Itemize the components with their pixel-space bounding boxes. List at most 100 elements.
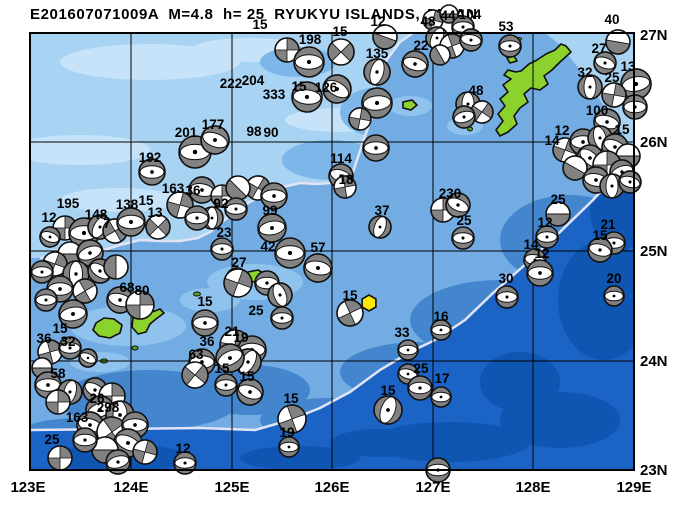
focal-mechanism-beachball bbox=[445, 192, 471, 218]
depth-label: 7 bbox=[103, 216, 111, 231]
shallow-streak bbox=[30, 135, 150, 165]
focal-mechanism-beachball bbox=[603, 285, 625, 307]
depth-label: 42 bbox=[260, 239, 275, 254]
focal-mechanism-beachball bbox=[293, 46, 325, 78]
focal-mechanism-beachball bbox=[452, 105, 476, 129]
depth-label: 48 bbox=[468, 83, 484, 98]
depth-label: 25 bbox=[456, 213, 472, 228]
depth-label: 22 bbox=[413, 38, 428, 53]
focal-mechanism-beachball bbox=[599, 173, 625, 199]
focal-mechanism-beachball bbox=[545, 201, 571, 227]
focal-mechanism-beachball bbox=[34, 288, 58, 312]
depth-label: 99 bbox=[262, 203, 277, 218]
lon-label: 125E bbox=[214, 479, 249, 496]
focal-mechanism-beachball bbox=[145, 214, 171, 240]
focal-mechanism-beachball bbox=[429, 44, 451, 66]
focal-mechanism-beachball bbox=[274, 37, 300, 63]
focal-mechanism-beachball bbox=[132, 439, 158, 465]
depth-label: 195 bbox=[57, 196, 80, 211]
focal-mechanism-beachball bbox=[274, 237, 306, 269]
depth-label: 15 bbox=[380, 383, 396, 398]
focal-mechanism-beachball bbox=[181, 361, 209, 389]
focal-mechanism-beachball bbox=[372, 24, 398, 50]
depth-label: 14 bbox=[544, 133, 560, 148]
depth-label: 58 bbox=[50, 366, 66, 381]
epicenter-marker bbox=[361, 294, 377, 312]
lat-label: 23N bbox=[640, 462, 668, 479]
depth-label: 148 bbox=[85, 207, 108, 222]
focal-mechanism-beachball bbox=[278, 436, 300, 458]
focal-mechanism-beachball bbox=[210, 237, 234, 261]
depth-label: 21 bbox=[224, 324, 240, 339]
focal-mechanism-beachball bbox=[593, 51, 617, 75]
lon-label: 123E bbox=[10, 479, 45, 496]
depth-label: 126 bbox=[315, 80, 338, 95]
depth-label: 16 bbox=[433, 309, 449, 324]
islet bbox=[131, 345, 139, 351]
focal-mechanism-beachball bbox=[362, 134, 390, 162]
depth-label: 19 bbox=[233, 330, 248, 345]
depth-label: 114 bbox=[330, 151, 352, 166]
depth-label: 12 bbox=[554, 123, 569, 138]
focal-mechanism-beachball bbox=[188, 176, 216, 204]
focal-mechanism-beachball bbox=[526, 259, 554, 287]
lon-label: 129E bbox=[616, 479, 651, 496]
focal-mechanism-beachball bbox=[223, 268, 253, 298]
depth-label: 25 bbox=[550, 192, 566, 207]
depth-label: 12 bbox=[41, 210, 56, 225]
focal-mechanism-beachball bbox=[397, 339, 419, 361]
depth-label: 177 bbox=[202, 117, 225, 132]
depth-label: 25 bbox=[604, 70, 620, 85]
focal-mechanism-beachball bbox=[593, 108, 621, 136]
depth-label: 135 bbox=[366, 46, 389, 61]
focal-mechanism-beachball bbox=[401, 50, 429, 78]
lon-label: 124E bbox=[113, 479, 148, 496]
focal-mechanism-beachball bbox=[577, 74, 603, 100]
axis-labels: 123E 124E 125E 126E 127E 128E 129E 27N 26N 25N 24N… bbox=[10, 27, 667, 496]
depth-label: 13 bbox=[147, 205, 163, 220]
island-okinawa bbox=[495, 43, 572, 137]
focal-mechanism-beachball bbox=[173, 451, 197, 475]
depth-label: 53 bbox=[498, 19, 514, 34]
depth-label: 15 bbox=[52, 321, 68, 336]
focal-mechanism-beachball bbox=[327, 38, 355, 66]
lat-label: 24N bbox=[640, 353, 668, 370]
depth-label: 32 bbox=[60, 334, 75, 349]
lon-label: 128E bbox=[515, 479, 550, 496]
depth-label: 230 bbox=[439, 186, 462, 201]
beachball-layer bbox=[30, 4, 652, 483]
focal-mechanism-beachball bbox=[363, 58, 391, 86]
focal-mechanism-beachball bbox=[430, 386, 452, 408]
map-frame bbox=[29, 32, 635, 471]
focal-mechanism-beachball bbox=[368, 215, 392, 239]
focal-mechanism-beachball bbox=[47, 445, 73, 471]
focal-mechanism-beachball bbox=[78, 348, 98, 368]
depth-label: 68 bbox=[119, 280, 135, 295]
focal-mechanism-beachball bbox=[495, 285, 519, 309]
islet bbox=[193, 291, 201, 297]
lat-label: 25N bbox=[640, 243, 668, 260]
focal-mechanism-beachball bbox=[236, 378, 264, 406]
focal-mechanism-beachball bbox=[407, 375, 433, 401]
lon-label: 127E bbox=[415, 479, 450, 496]
focal-mechanism-beachball bbox=[30, 260, 54, 284]
depth-label: 20 bbox=[606, 271, 621, 286]
depth-label: 23 bbox=[216, 225, 232, 240]
depth-label: 15 bbox=[214, 361, 230, 376]
depth-label: 15 bbox=[332, 24, 348, 39]
depth-label: 40 bbox=[604, 12, 619, 27]
depth-label: 163 bbox=[162, 181, 185, 196]
focal-mechanism-beachball bbox=[116, 207, 146, 237]
depth-label: 21 bbox=[600, 217, 616, 232]
focal-mechanism-beachball bbox=[322, 74, 352, 104]
depth-label: 90 bbox=[263, 125, 278, 140]
focal-mechanism-beachball bbox=[125, 290, 155, 320]
focal-mechanism-beachball bbox=[373, 395, 403, 425]
depth-label: 19 bbox=[279, 425, 294, 440]
focal-mechanism-beachball bbox=[200, 125, 230, 155]
focal-mechanism-beachball bbox=[270, 306, 294, 330]
focal-mechanism-beachball bbox=[430, 319, 452, 341]
